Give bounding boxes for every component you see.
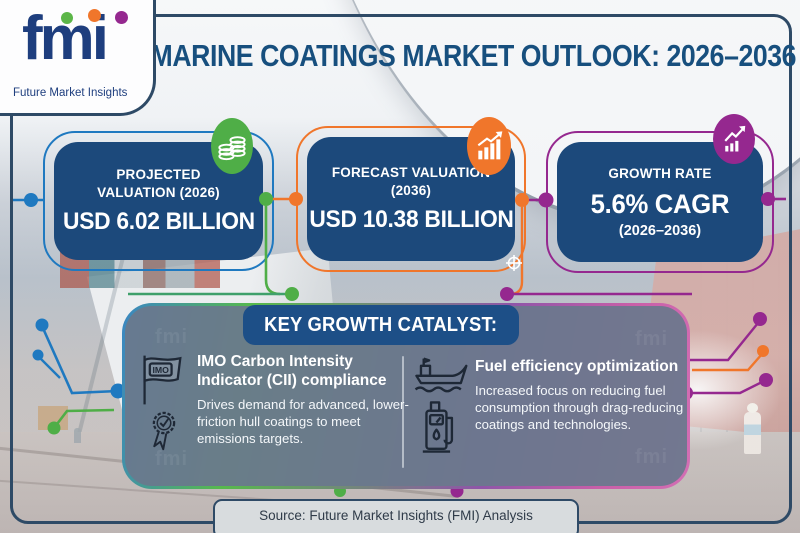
fmi-watermark: fmi — [635, 328, 668, 350]
fmi-watermark: fmi — [635, 446, 668, 468]
growth-arrow-icon — [724, 125, 746, 152]
growth-arrow-badge — [713, 114, 755, 164]
imo-flag-icon: IMO — [137, 353, 187, 407]
coins-badge — [211, 118, 253, 174]
stat-card-growth-rate: GROWTH RATE 5.6% CAGR (2026–2036) — [546, 131, 774, 273]
page-title: MARINE COATINGS MARKET OUTLOOK: 2026–203… — [150, 28, 796, 84]
catalyst-divider — [402, 356, 404, 468]
fmi-watermark: fmi — [155, 448, 188, 470]
catalyst-heading-text: KEY GROWTH CATALYST: — [264, 313, 498, 336]
catalyst-heading-tab: KEY GROWTH CATALYST: — [243, 305, 519, 345]
logo-dot-orange-icon — [88, 9, 101, 22]
fmi-logo-box: fmi Future Market Insights — [0, 0, 156, 116]
stat-period: (2026–2036) — [618, 222, 702, 239]
stat-label: GROWTH RATE — [608, 166, 712, 182]
imo-flag-label: IMO — [152, 365, 169, 375]
fuel-pump-icon — [421, 399, 461, 455]
stat-card-body: GROWTH RATE 5.6% CAGR (2026–2036) — [557, 142, 763, 262]
stat-card-forecast-valuation: FORECAST VALUATION (2036) USD 10.38 BILL… — [296, 126, 526, 272]
catalyst-item-desc: Increased focus on reducing fuel consump… — [475, 383, 684, 433]
page-title-text: MARINE COATINGS MARKET OUTLOOK: 2026–203… — [150, 38, 796, 73]
logo-dot-green-icon — [61, 12, 73, 24]
stat-label: PROJECTED VALUATION (2026) — [97, 167, 220, 200]
certified-seal-icon — [143, 405, 185, 453]
catalyst-panel: KEY GROWTH CATALYST: IMO — [122, 303, 690, 489]
catalyst-item-title: Fuel efficiency optimization — [475, 358, 679, 375]
stat-value: USD 10.38 BILLION — [308, 205, 514, 233]
bar-chart-badge — [467, 117, 511, 175]
stat-value: USD 6.02 BILLION — [62, 207, 255, 235]
catalyst-panel-body: KEY GROWTH CATALYST: IMO — [125, 305, 687, 486]
stat-label: FORECAST VALUATION (2036) — [331, 165, 491, 198]
coins-icon — [218, 136, 246, 161]
source-bar: Source: Future Market Insights (FMI) Ana… — [213, 499, 579, 533]
cargo-ship-icon — [411, 353, 469, 395]
catalyst-item-title: IMO Carbon Intensity Indicator (CII) com… — [197, 353, 387, 389]
source-text: Source: Future Market Insights (FMI) Ana… — [259, 508, 533, 523]
logo-dot-purple-icon — [115, 11, 128, 24]
bar-chart-icon — [477, 131, 503, 160]
catalyst-item-desc: Drives demand for advanced, lower-fricti… — [197, 397, 409, 447]
fmi-tagline: Future Market Insights — [13, 87, 128, 99]
fmi-watermark: fmi — [155, 326, 188, 348]
stat-value: 5.6% CAGR — [590, 188, 730, 219]
stat-card-body: FORECAST VALUATION (2036) USD 10.38 BILL… — [307, 137, 515, 261]
